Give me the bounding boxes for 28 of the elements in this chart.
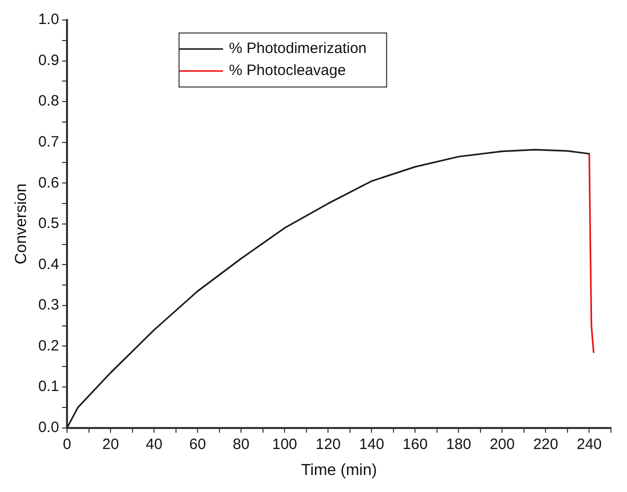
y-tick-label: 0.9: [38, 52, 60, 69]
x-tick-label: 0: [62, 436, 72, 453]
y-tick-label: 0.2: [38, 337, 60, 354]
y-tick-label: 0.3: [38, 296, 60, 314]
y-tick-label: 0.4: [38, 256, 60, 273]
x-tick-label: 220: [533, 436, 558, 453]
x-tick-label: 120: [316, 436, 341, 453]
y-tick-label: 1.0: [38, 11, 60, 28]
legend-label: % Photodimerization: [229, 40, 367, 58]
y-tick-label: 0.6: [38, 174, 60, 192]
x-tick-label: 40: [146, 436, 162, 453]
y-axis-title: Conversion: [13, 183, 30, 264]
x-tick-label: 80: [232, 436, 250, 453]
y-tick-label: 0.8: [38, 92, 60, 110]
x-axis-title: Time (min): [301, 462, 377, 479]
x-tick-label: 20: [102, 436, 119, 453]
x-tick-label: 140: [359, 436, 384, 453]
y-tick-label: 0.5: [38, 215, 60, 232]
legend-label: % Photocleavage: [229, 62, 346, 80]
x-tick-label: 240: [576, 436, 602, 453]
x-tick-label: 200: [490, 436, 515, 453]
x-tick-label: 160: [402, 436, 428, 453]
x-tick-label: 180: [446, 436, 472, 453]
x-tick-label: 60: [189, 436, 206, 453]
x-tick-label: 100: [272, 436, 298, 453]
y-tick-label: 0.0: [38, 418, 60, 436]
y-tick-label: 0.1: [38, 378, 60, 396]
y-tick-label: 0.7: [38, 133, 60, 150]
